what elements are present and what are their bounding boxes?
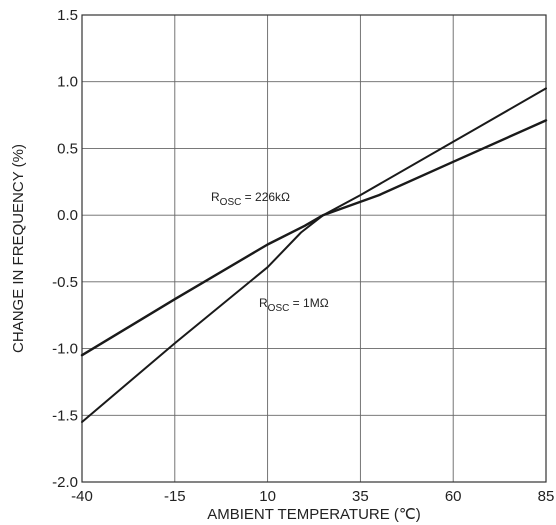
plot-frame xyxy=(81,14,547,483)
y-tick-labels: 1.5 1.0 0.5 0.0 -0.5 -1.0 -1.5 -2.0 xyxy=(52,7,78,491)
y-tick-label: -0.5 xyxy=(52,274,78,291)
y-tick-label: -1.5 xyxy=(52,407,78,424)
x-tick-label: 35 xyxy=(352,488,369,505)
y-tick-label: 1.5 xyxy=(57,7,78,24)
x-tick-label: -40 xyxy=(71,488,93,505)
x-tick-labels: -40 -15 10 35 60 85 xyxy=(71,488,554,505)
x-tick-label: 10 xyxy=(259,488,276,505)
series-label-1m: ROSC = 1MΩ xyxy=(259,296,329,314)
y-tick-label: 0.5 xyxy=(57,140,78,157)
y-tick-label: -1.0 xyxy=(52,341,78,358)
series-layer xyxy=(80,87,548,423)
y-tick-label: 0.0 xyxy=(57,207,78,224)
x-axis-title: AMBIENT TEMPERATURE (℃) xyxy=(207,506,421,523)
x-tick-label: 85 xyxy=(538,488,555,505)
series-line-1m xyxy=(81,87,547,423)
y-axis-title: CHANGE IN FREQUENCY (%) xyxy=(10,144,27,353)
series-label-226k: ROSC = 226kΩ xyxy=(211,190,290,208)
x-tick-label: -15 xyxy=(164,488,186,505)
y-tick-label: 1.0 xyxy=(57,74,78,91)
x-tick-label: 60 xyxy=(445,488,462,505)
y-tick-label: -2.0 xyxy=(52,474,78,491)
series-line-226k xyxy=(80,119,548,357)
chart-grid xyxy=(81,14,547,483)
